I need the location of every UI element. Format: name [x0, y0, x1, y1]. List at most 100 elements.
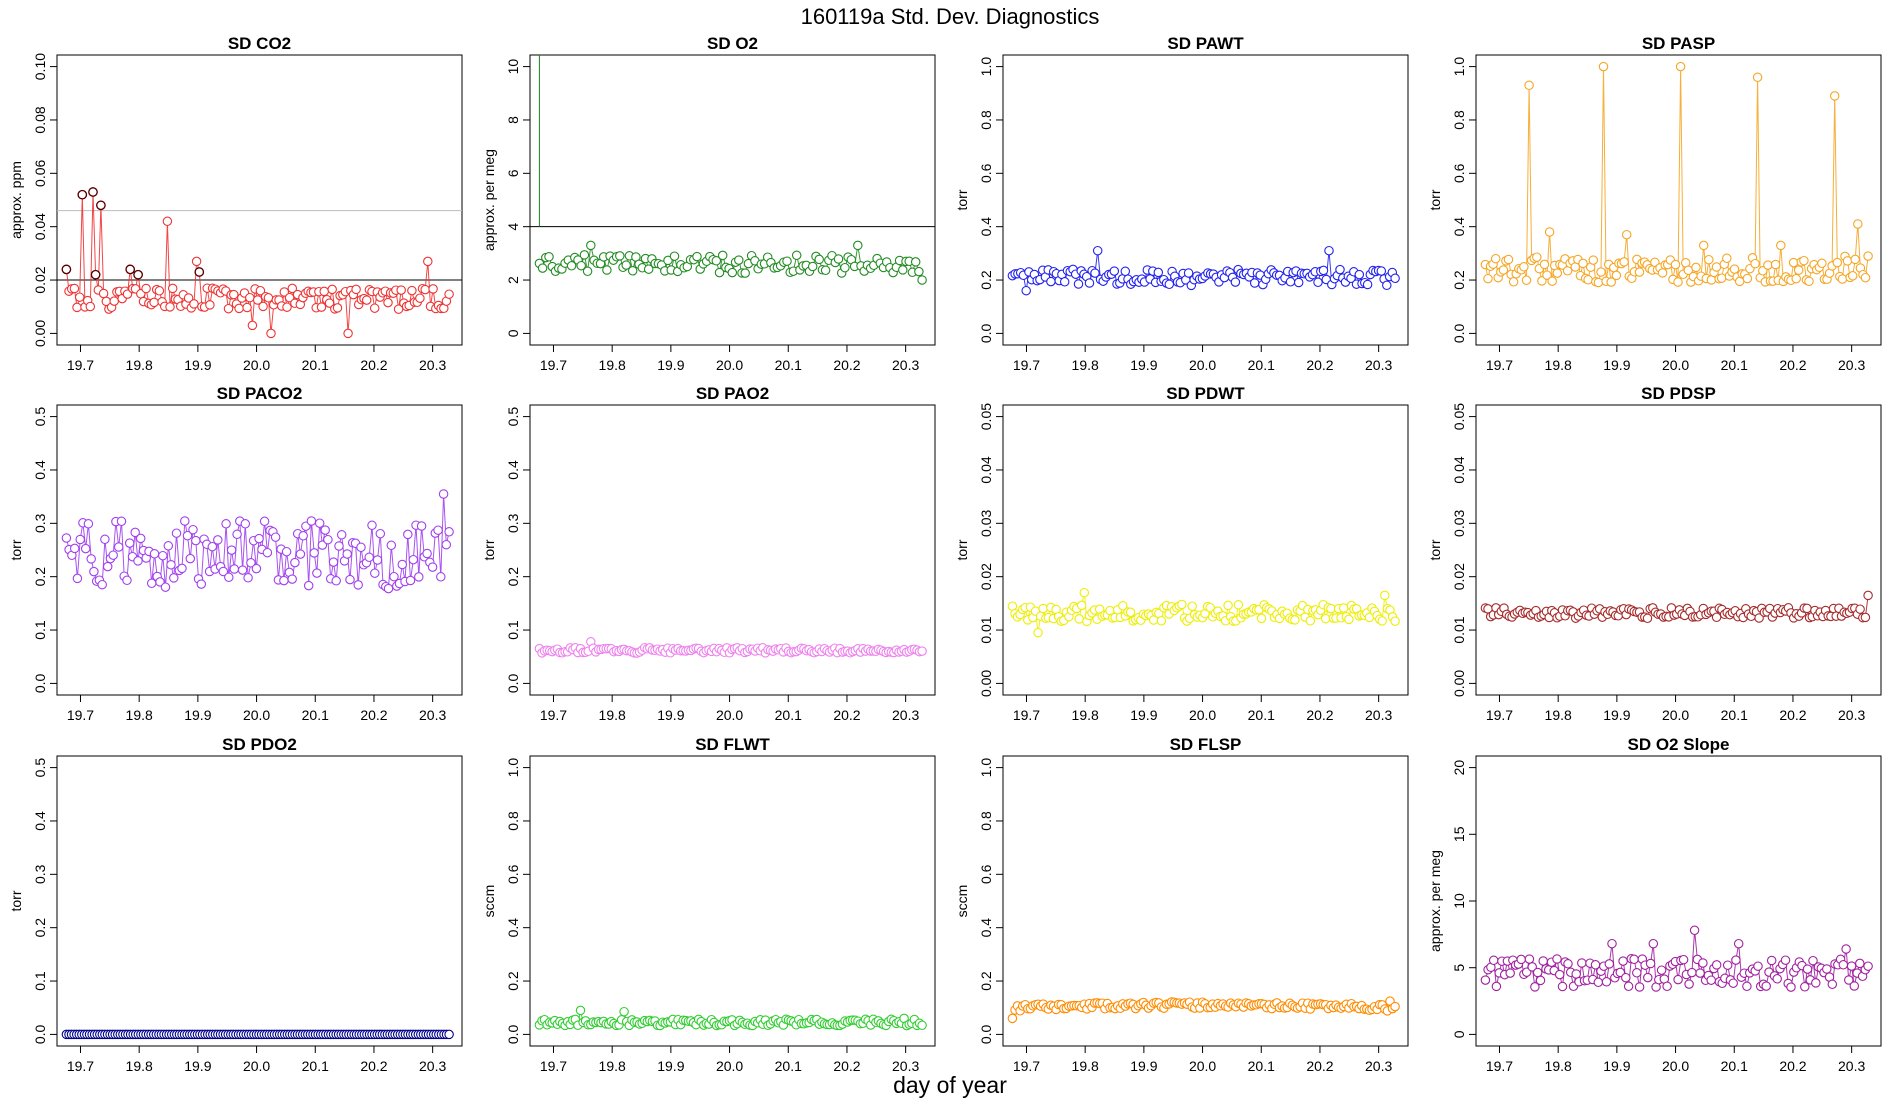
data-point [109, 296, 119, 306]
data-point [342, 549, 352, 559]
data-point [1554, 969, 1565, 980]
y-axis-label: sccm [954, 885, 970, 918]
data-point [1578, 258, 1588, 269]
data-point [327, 284, 337, 295]
data-point [1488, 955, 1499, 966]
x-tick-label: 19.9 [657, 1058, 684, 1074]
data-point [85, 301, 96, 312]
x-tick-label: 20.1 [775, 707, 802, 723]
data-point [1223, 600, 1233, 611]
data-point [1800, 982, 1810, 992]
y-tick-label: 0.04 [978, 456, 994, 483]
plot-frame [1002, 404, 1409, 696]
data-point [1811, 978, 1821, 988]
y-tick-label: 0.4 [1451, 217, 1467, 237]
plot-area [534, 637, 927, 658]
data-point [207, 541, 218, 552]
data-point [917, 275, 927, 285]
y-tick-label: 10 [505, 59, 521, 75]
data-point [1230, 277, 1241, 287]
x-tick-label: 20.1 [1721, 707, 1748, 723]
chart-title: SD CO2 [228, 34, 291, 53]
data-point [1788, 257, 1799, 268]
figure-title: 160119a Std. Dev. Diagnostics [800, 4, 1100, 29]
data-point [229, 564, 240, 574]
data-point [130, 527, 140, 538]
plot-area [1007, 245, 1400, 296]
data-point [113, 542, 124, 552]
data-point [309, 548, 319, 558]
data-point [833, 254, 844, 264]
data-point [714, 267, 725, 278]
y-tick-label: 0.4 [32, 811, 48, 831]
series-line [65, 191, 450, 334]
data-point [72, 573, 83, 584]
data-point [1285, 277, 1296, 287]
data-point [218, 566, 229, 577]
data-point [692, 251, 702, 262]
data-point [566, 261, 577, 271]
data-point [163, 541, 174, 551]
data-point [433, 525, 443, 535]
y-tick-label: 1.0 [1451, 57, 1467, 77]
data-point [1822, 964, 1832, 974]
x-tick-label: 20.1 [1248, 357, 1275, 373]
data-point [1860, 272, 1871, 283]
data-point [428, 284, 438, 294]
x-tick-label: 20.3 [1838, 707, 1865, 723]
data-point [1675, 61, 1686, 72]
data-point [74, 292, 85, 302]
data-point [1596, 267, 1606, 277]
x-tick-label: 19.7 [1013, 357, 1040, 373]
y-tick-label: 0.00 [32, 320, 48, 347]
data-point [1846, 961, 1857, 971]
x-tick-label: 20.2 [833, 1058, 860, 1074]
data-point [229, 289, 239, 300]
x-tick-label: 19.7 [1013, 1058, 1040, 1074]
data-point [734, 255, 744, 265]
y-tick-label: 0.2 [505, 971, 521, 991]
data-point [408, 554, 419, 565]
data-point [619, 1006, 629, 1017]
y-tick-label: 0.2 [978, 971, 994, 991]
x-tick-label: 19.9 [1130, 1058, 1157, 1074]
x-tick-label: 20.1 [302, 1058, 329, 1074]
x-tick-label: 20.3 [419, 357, 446, 373]
data-point [1711, 262, 1722, 272]
data-point [1362, 279, 1373, 290]
data-point [1619, 257, 1629, 267]
x-tick-label: 19.9 [657, 707, 684, 723]
data-point [1799, 255, 1809, 266]
data-point [108, 550, 118, 560]
data-point [1390, 273, 1400, 284]
data-point [615, 251, 625, 261]
data-point [1021, 285, 1031, 296]
chart-panel-10: SD FLWT 0.0 0.2 0.4 0.6 0.8 1.0 sccm 19.7 19.8 19.… [481, 735, 936, 1074]
x-tick-label: 19.9 [1603, 1058, 1630, 1074]
data-point [162, 216, 173, 227]
x-tick-label: 19.7 [67, 357, 94, 373]
x-tick-label: 20.0 [1662, 707, 1689, 723]
plot-frame [1002, 54, 1409, 346]
data-point [171, 528, 182, 538]
data-point [1033, 627, 1043, 638]
data-point [403, 529, 413, 540]
y-tick-label: 10 [1451, 893, 1467, 909]
data-point [1521, 275, 1532, 285]
data-point [643, 264, 654, 274]
data-point [1791, 273, 1801, 284]
data-point [711, 256, 722, 266]
data-point [1621, 229, 1632, 240]
data-point [1802, 603, 1812, 614]
data-point [332, 303, 343, 313]
plot-area [1007, 587, 1400, 638]
data-point [69, 283, 80, 294]
data-point [853, 240, 863, 251]
data-point [717, 250, 728, 261]
data-point [1577, 958, 1587, 968]
x-tick-label: 19.9 [184, 1058, 211, 1074]
data-point [1491, 981, 1502, 992]
data-point [1829, 91, 1840, 101]
data-point [1752, 72, 1763, 83]
data-point [1722, 253, 1732, 264]
